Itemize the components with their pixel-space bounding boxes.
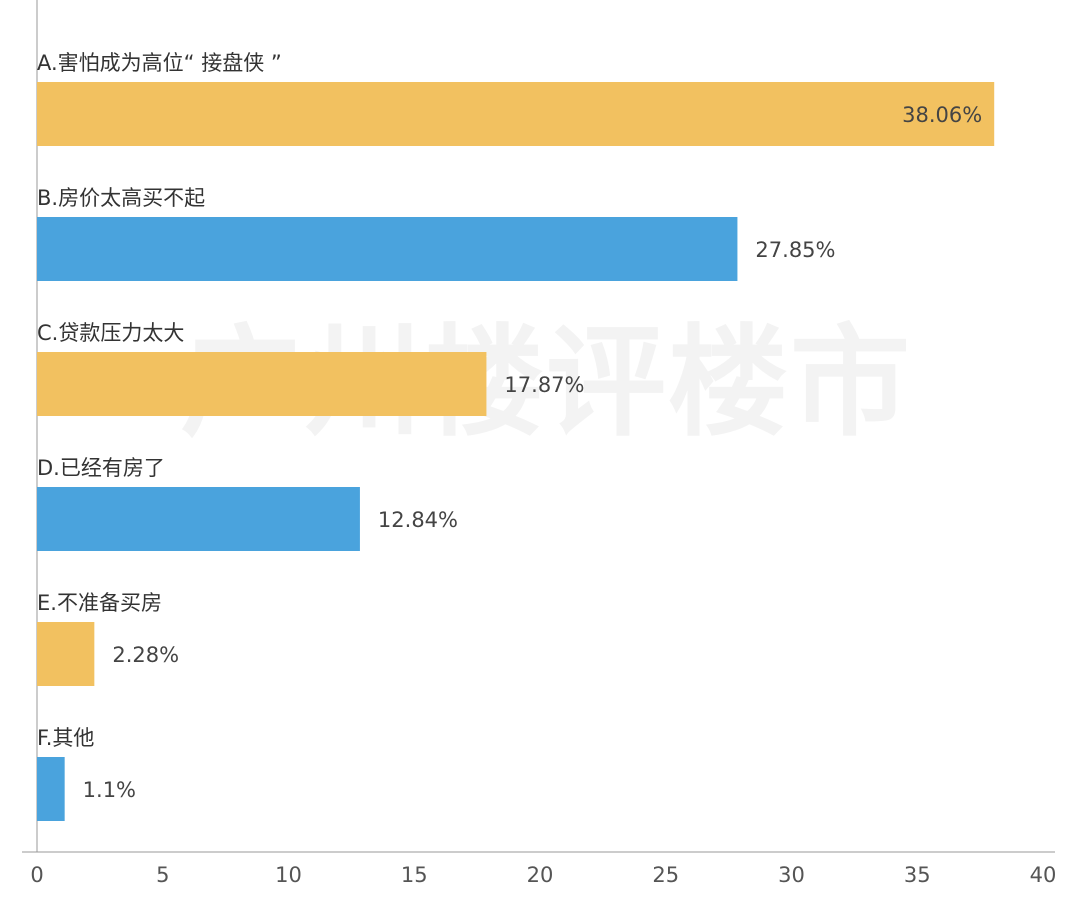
category-label: D.已经有房了 [37, 456, 165, 480]
x-tick-label: 30 [778, 863, 805, 887]
category-label: B.房价太高买不起 [37, 186, 205, 210]
data-label: 17.87% [504, 373, 584, 397]
x-tick-label: 25 [652, 863, 679, 887]
x-tick-label: 20 [527, 863, 554, 887]
category-label: A.害怕成为高位“ 接盘侠 ” [37, 51, 282, 75]
category-label: E.不准备买房 [37, 591, 162, 615]
bar [37, 352, 487, 416]
bar [37, 757, 65, 821]
data-label: 27.85% [755, 238, 835, 262]
data-label: 1.1% [83, 778, 136, 802]
category-label: F.其他 [37, 726, 94, 750]
x-tick-label: 0 [30, 863, 43, 887]
bar [37, 622, 95, 686]
category-label: C.贷款压力太大 [37, 321, 184, 345]
data-label: 2.28% [112, 643, 179, 667]
x-tick-label: 35 [904, 863, 931, 887]
data-label: 38.06% [902, 103, 982, 127]
x-tick-label: 5 [156, 863, 169, 887]
x-tick-label: 15 [401, 863, 428, 887]
bar [37, 217, 738, 281]
bar [37, 487, 360, 551]
x-tick-label: 40 [1030, 863, 1057, 887]
x-tick-label: 10 [275, 863, 302, 887]
bar [37, 82, 995, 146]
data-label: 12.84% [378, 508, 458, 532]
